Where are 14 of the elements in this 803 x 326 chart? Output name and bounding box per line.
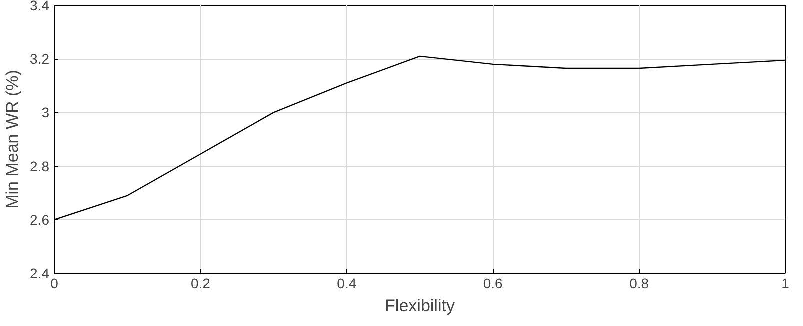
x-tick-label: 0.8 bbox=[630, 276, 650, 292]
y-tick-label: 2.4 bbox=[30, 266, 50, 282]
x-tick-label: 1 bbox=[782, 276, 790, 292]
y-tick-label: 3.4 bbox=[30, 0, 50, 14]
y-tick-label: 3.2 bbox=[30, 51, 50, 68]
y-tick-label: 3 bbox=[42, 104, 50, 121]
y-axis-title: Min Mean WR (%) bbox=[3, 70, 22, 209]
x-tick-label: 0.2 bbox=[190, 276, 211, 292]
x-tick-label: 0.6 bbox=[483, 276, 504, 292]
x-tick-label: 0.4 bbox=[337, 276, 357, 292]
y-tick-label: 2.6 bbox=[30, 212, 50, 228]
y-tick-label: 2.8 bbox=[30, 158, 50, 174]
x-axis-title: Flexibility bbox=[385, 296, 456, 316]
x-tick-label: 0 bbox=[50, 276, 59, 292]
